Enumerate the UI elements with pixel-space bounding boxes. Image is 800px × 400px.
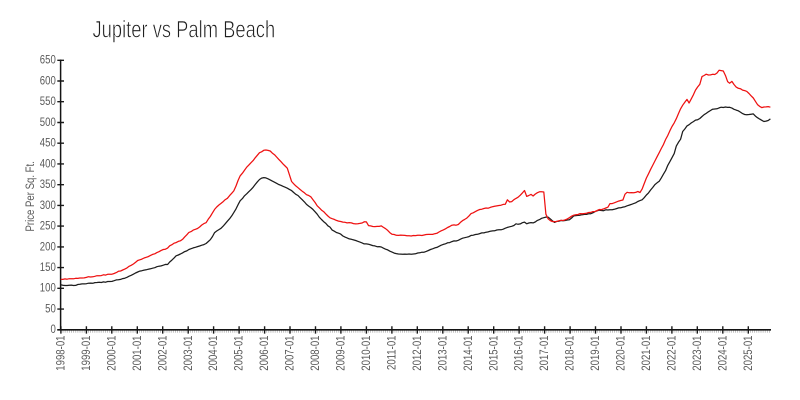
svg-text:2021-01: 2021-01 xyxy=(640,336,653,371)
svg-text:2008-01: 2008-01 xyxy=(309,336,322,371)
svg-text:150: 150 xyxy=(40,261,56,274)
svg-text:250: 250 xyxy=(40,220,56,233)
svg-text:650: 650 xyxy=(40,54,56,67)
svg-text:2005-01: 2005-01 xyxy=(233,336,246,371)
svg-text:2022-01: 2022-01 xyxy=(666,336,679,371)
svg-text:2014-01: 2014-01 xyxy=(462,336,475,371)
svg-text:550: 550 xyxy=(40,95,56,108)
svg-text:2013-01: 2013-01 xyxy=(436,336,449,371)
svg-text:2019-01: 2019-01 xyxy=(589,336,602,371)
svg-text:2009-01: 2009-01 xyxy=(335,336,348,371)
svg-text:2003-01: 2003-01 xyxy=(182,336,195,371)
svg-text:1998-01: 1998-01 xyxy=(55,336,68,371)
svg-text:450: 450 xyxy=(40,137,56,150)
svg-text:2015-01: 2015-01 xyxy=(487,336,500,371)
svg-text:1999-01: 1999-01 xyxy=(80,336,93,371)
svg-text:0: 0 xyxy=(50,323,55,336)
svg-text:2025-01: 2025-01 xyxy=(742,336,755,371)
svg-text:2007-01: 2007-01 xyxy=(284,336,297,371)
svg-text:2006-01: 2006-01 xyxy=(258,336,271,371)
svg-text:2004-01: 2004-01 xyxy=(207,336,220,371)
svg-text:200: 200 xyxy=(40,240,56,253)
svg-text:2020-01: 2020-01 xyxy=(615,336,628,371)
svg-text:Price Per Sq. Ft.: Price Per Sq. Ft. xyxy=(24,161,37,231)
svg-text:2017-01: 2017-01 xyxy=(538,336,551,371)
svg-text:2002-01: 2002-01 xyxy=(156,336,169,371)
svg-text:2012-01: 2012-01 xyxy=(411,336,424,371)
svg-text:500: 500 xyxy=(40,116,56,129)
svg-text:2001-01: 2001-01 xyxy=(131,336,144,371)
svg-text:2010-01: 2010-01 xyxy=(360,336,373,371)
svg-text:350: 350 xyxy=(40,178,56,191)
svg-text:2011-01: 2011-01 xyxy=(386,336,399,371)
svg-text:300: 300 xyxy=(40,199,56,212)
svg-text:2024-01: 2024-01 xyxy=(716,336,729,371)
svg-text:2000-01: 2000-01 xyxy=(105,336,118,371)
svg-text:400: 400 xyxy=(40,157,56,170)
svg-text:2016-01: 2016-01 xyxy=(513,336,526,371)
svg-text:100: 100 xyxy=(40,282,56,295)
svg-text:2023-01: 2023-01 xyxy=(691,336,704,371)
svg-text:50: 50 xyxy=(45,303,56,316)
svg-text:600: 600 xyxy=(40,74,56,87)
svg-text:Jupiter vs Palm Beach: Jupiter vs Palm Beach xyxy=(93,15,276,43)
svg-text:2018-01: 2018-01 xyxy=(564,336,577,371)
